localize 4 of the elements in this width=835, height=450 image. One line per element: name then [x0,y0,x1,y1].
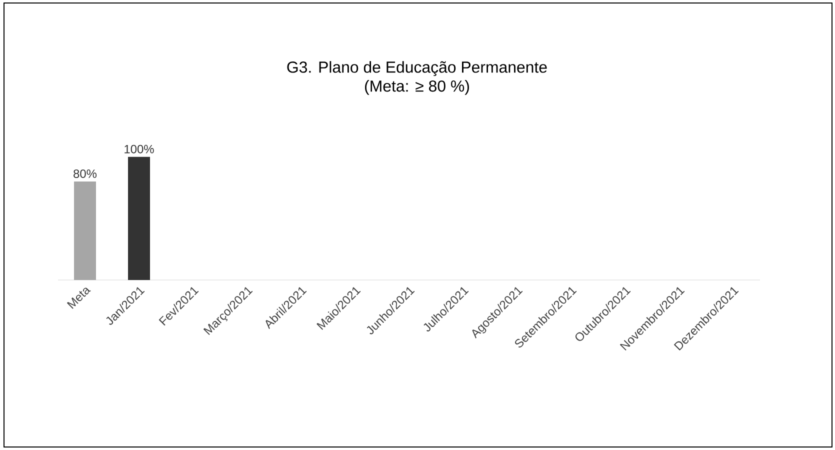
data-label: 100% [124,144,154,154]
data-label: 80% [74,170,97,178]
chart-title: G3. Plano de Educação Permanente [287,61,547,76]
chart-subtitle: (Meta: ≥ 80 %) [365,80,469,95]
